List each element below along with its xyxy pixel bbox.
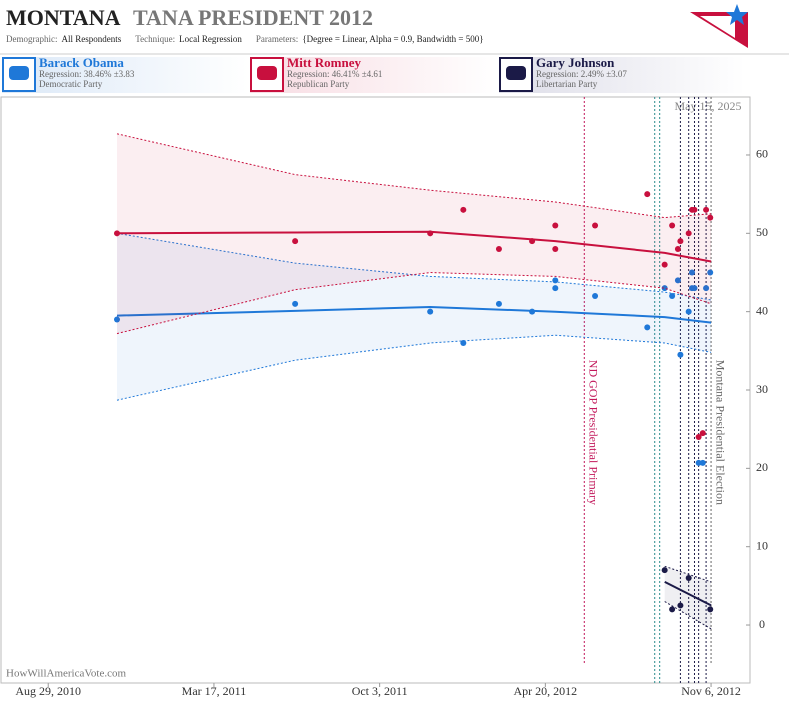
- poll-point: [552, 245, 559, 252]
- trend-line: [664, 581, 712, 607]
- title-main: MONTANA: [6, 5, 121, 30]
- y-tick-label: 40: [756, 303, 768, 317]
- poll-point: [699, 430, 706, 437]
- poll-point: [669, 606, 676, 613]
- poll-point: [552, 277, 559, 284]
- party-icon-figure: [257, 66, 277, 80]
- legend-party: Libertarian Party: [536, 79, 598, 89]
- title-rest: TANA PRESIDENT 2012: [133, 5, 373, 30]
- poll-point: [669, 222, 676, 229]
- poll-point: [113, 316, 120, 323]
- poll-point: [113, 230, 120, 237]
- poll-point: [644, 191, 651, 198]
- legend-regression: Regression: 38.46% ±3.83: [39, 69, 135, 79]
- poll-point: [529, 308, 536, 315]
- poll-point: [529, 238, 536, 245]
- poll-point: [427, 230, 434, 237]
- poll-point: [552, 285, 559, 292]
- x-tick-label: Apr 20, 2012: [514, 684, 578, 698]
- band-edge: [116, 334, 712, 401]
- poll-point: [685, 230, 692, 237]
- poll-point: [707, 214, 714, 221]
- poll-point: [460, 206, 467, 213]
- poll-point: [661, 567, 668, 574]
- trend-line: [116, 305, 712, 324]
- y-tick-label: 30: [756, 382, 768, 396]
- poll-point: [674, 277, 681, 284]
- confidence-band: [117, 133, 712, 334]
- legend-party: Democratic Party: [39, 79, 103, 89]
- poll-point: [592, 222, 599, 229]
- poll-point: [661, 285, 668, 292]
- x-tick-label: Nov 6, 2012: [681, 684, 741, 698]
- band-edge: [664, 601, 712, 630]
- event-label: Montana Presidential Election: [713, 360, 727, 505]
- legend-name: Gary Johnson: [536, 55, 615, 70]
- band-edge: [116, 133, 712, 219]
- poll-point: [552, 222, 559, 229]
- legend-box: [250, 57, 496, 93]
- poll-point: [707, 606, 714, 613]
- poll-point: [707, 269, 714, 276]
- y-tick-label: 50: [756, 225, 768, 239]
- poll-point: [677, 602, 684, 609]
- legend-regression: Regression: 46.41% ±4.61: [287, 69, 382, 79]
- poll-point: [460, 339, 467, 346]
- poll-point: [685, 308, 692, 315]
- poll-point: [644, 324, 651, 331]
- annotation-date: May 15, 2025: [675, 99, 742, 113]
- poll-point: [661, 261, 668, 268]
- x-tick-label: Mar 17, 2011: [182, 684, 247, 698]
- poll-point: [695, 434, 702, 441]
- event-label: ND GOP Presidential Primary: [587, 360, 601, 505]
- poll-point: [592, 292, 599, 299]
- legend-box: [2, 57, 248, 93]
- x-tick-label: Aug 29, 2010: [15, 684, 81, 698]
- subtitle-text: Local Regression: [179, 34, 242, 44]
- y-tick-label: 10: [756, 538, 768, 552]
- logo: [690, 4, 748, 48]
- poll-point: [495, 245, 502, 252]
- poll-point: [703, 206, 710, 213]
- band-edge: [664, 565, 712, 583]
- y-tick-label: 20: [756, 460, 768, 474]
- poll-point: [292, 300, 299, 307]
- legend-box: [499, 57, 745, 93]
- subtitle-text: Technique:: [135, 34, 175, 44]
- confidence-band: [664, 566, 712, 629]
- poll-point: [689, 269, 696, 276]
- party-icon-figure: [9, 66, 29, 80]
- x-tick-label: Oct 3, 2011: [352, 684, 408, 698]
- band-edge: [116, 271, 712, 335]
- party-icon-figure: [506, 66, 526, 80]
- poll-point: [674, 245, 681, 252]
- poll-point: [292, 238, 299, 245]
- subtitle-text: Demographic:: [6, 34, 57, 44]
- legend-party: Republican Party: [287, 79, 350, 89]
- poll-point: [677, 351, 684, 358]
- poll-point: [691, 285, 698, 292]
- poll-point: [685, 575, 692, 582]
- legend-name: Barack Obama: [39, 55, 124, 70]
- poll-point: [699, 459, 706, 466]
- poll-point: [703, 285, 710, 292]
- poll-point: [495, 300, 502, 307]
- subtitle-text: All Respondents: [61, 34, 121, 44]
- poll-point: [691, 206, 698, 213]
- poll-point: [677, 238, 684, 245]
- subtitle-text: {Degree = Linear, Alpha = 0.9, Bandwidth…: [302, 34, 483, 44]
- poll-point: [669, 292, 676, 299]
- poll-point: [427, 308, 434, 315]
- poll-point: [695, 459, 702, 466]
- y-tick-label: 60: [756, 147, 768, 161]
- confidence-band: [117, 233, 712, 401]
- trend-line: [116, 230, 712, 263]
- y-tick-label: 0: [759, 617, 765, 631]
- legend-regression: Regression: 2.49% ±3.07: [536, 69, 627, 79]
- legend-name: Mitt Romney: [287, 55, 362, 70]
- subtitle-text: Parameters:: [256, 34, 298, 44]
- credit: HowWillAmericaVote.com: [6, 668, 126, 680]
